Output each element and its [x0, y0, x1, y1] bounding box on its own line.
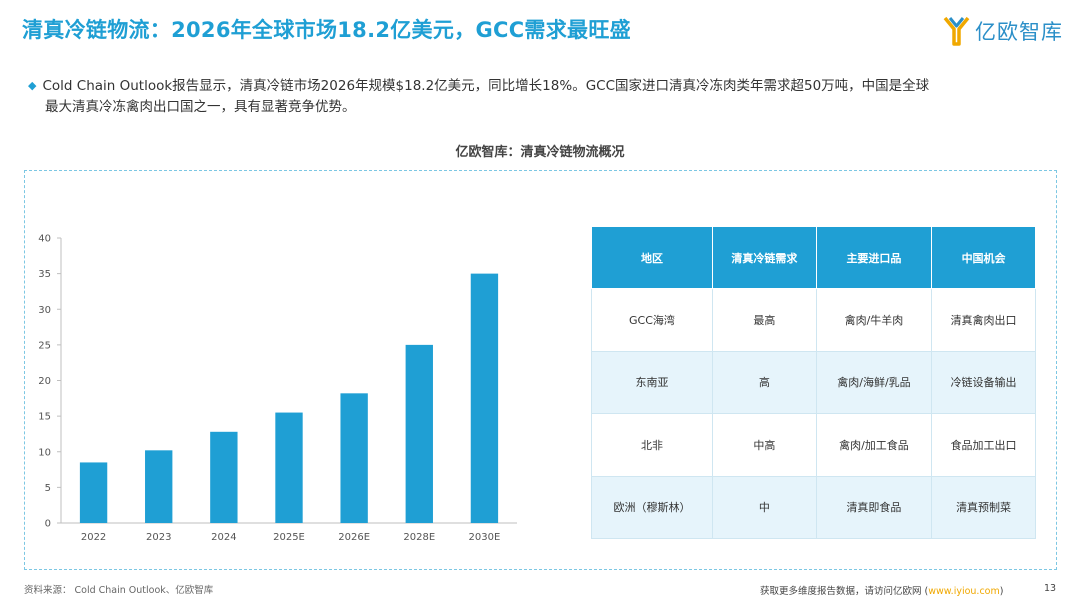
table-cell: 禽肉/加工食品	[815, 413, 933, 477]
summary: ◆ Cold Chain Outlook报告显示，清真冷链市场2026年规模$18…	[28, 76, 1058, 117]
summary-text-1: Cold Chain Outlook报告显示，清真冷链市场2026年规模$18.…	[42, 78, 930, 94]
y-tick-label: 5	[45, 483, 51, 494]
table-cell: GCC海湾	[591, 288, 713, 352]
table-header-cell: 清真冷链需求	[711, 226, 817, 289]
table-row: 东南亚 高 禽肉/海鲜/乳品 冷链设备输出	[591, 350, 1036, 414]
summary-text-2: 最大清真冷冻禽肉出口国之一，具有显著竞争优势。	[45, 99, 356, 115]
footer-note: 获取更多维度报告数据，请访问亿欧网 (www.iyiou.com)	[760, 583, 1003, 597]
x-tick-label: 2023	[146, 532, 171, 543]
y-tick-label: 20	[38, 376, 51, 387]
y-tick-label: 40	[38, 234, 51, 245]
bar	[145, 450, 173, 523]
x-tick-label: 2028E	[403, 532, 435, 543]
table-cell: 中高	[711, 413, 817, 477]
source-note: 资料来源： Cold Chain Outlook、亿欧智库	[24, 585, 214, 596]
region-table: 地区 清真冷链需求 主要进口品 中国机会 GCC海湾 最高 禽肉/牛羊肉 清真禽…	[591, 226, 1036, 539]
bar	[275, 412, 303, 523]
x-tick-label: 2024	[211, 532, 236, 543]
page-title: 清真冷链物流：2026年全球市场18.2亿美元，GCC需求最旺盛	[22, 18, 631, 42]
table-cell: 东南亚	[591, 350, 713, 414]
table-cell: 冷链设备输出	[931, 350, 1036, 414]
table-cell: 高	[711, 350, 817, 414]
table-cell: 清真即食品	[815, 475, 933, 539]
footer-note-suffix: )	[999, 586, 1004, 597]
x-tick-label: 2025E	[273, 532, 305, 543]
bar	[210, 431, 238, 523]
table-cell: 清真预制菜	[931, 475, 1036, 539]
logo: 亿欧智库	[942, 14, 1063, 48]
bar	[470, 273, 499, 523]
table-cell: 中	[711, 475, 817, 539]
table-header-cell: 地区	[591, 226, 713, 289]
y-tick-label: 35	[38, 269, 51, 280]
bar	[340, 393, 368, 523]
footer-note-prefix: 获取更多维度报告数据，请访问亿欧网 (	[760, 586, 929, 597]
y-tick-label: 15	[38, 412, 51, 423]
bar	[405, 344, 433, 523]
bar	[79, 462, 108, 523]
table-cell: 禽肉/海鲜/乳品	[815, 350, 933, 414]
x-tick-label: 2022	[81, 532, 106, 543]
table-cell: 北非	[591, 413, 713, 477]
x-tick-label: 2026E	[338, 532, 370, 543]
x-tick-label: 2030E	[469, 532, 501, 543]
table-cell: 欧洲（穆斯林）	[591, 475, 713, 539]
table-header-row: 地区 清真冷链需求 主要进口品 中国机会	[591, 226, 1036, 289]
y-tick-label: 0	[45, 519, 51, 530]
summary-line-1: ◆ Cold Chain Outlook报告显示，清真冷链市场2026年规模$18…	[28, 76, 1058, 97]
table-row: 欧洲（穆斯林） 中 清真即食品 清真预制菜	[591, 475, 1036, 539]
logo-icon	[943, 16, 970, 46]
page-number: 13	[1044, 583, 1057, 594]
diamond-bullet-icon: ◆	[28, 79, 37, 92]
table-cell: 禽肉/牛羊肉	[815, 288, 933, 352]
chart-title: 亿欧智库：清真冷链物流概况	[455, 145, 625, 160]
table-cell: 清真禽肉出口	[931, 288, 1036, 352]
table-row: 北非 中高 禽肉/加工食品 食品加工出口	[591, 413, 1036, 477]
table-header-cell: 中国机会	[931, 226, 1036, 289]
table-cell: 食品加工出口	[931, 413, 1036, 477]
logo-text: 亿欧智库	[975, 20, 1063, 44]
table-row: GCC海湾 最高 禽肉/牛羊肉 清真禽肉出口	[591, 288, 1036, 352]
y-tick-label: 30	[38, 305, 51, 316]
y-tick-label: 10	[38, 447, 51, 458]
table-cell: 最高	[711, 288, 817, 352]
table-header-cell: 主要进口品	[815, 226, 933, 289]
y-tick-label: 25	[38, 340, 51, 351]
website-link[interactable]: www.iyiou.com	[928, 586, 1000, 597]
content-panel	[24, 170, 1057, 570]
